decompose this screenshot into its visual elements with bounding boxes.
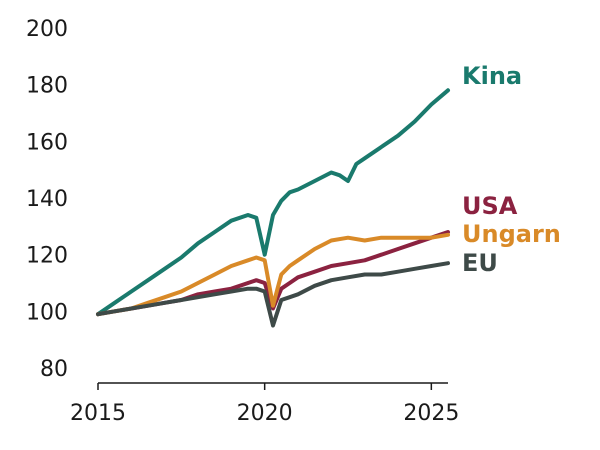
y-tick-label: 160 xyxy=(26,130,68,155)
y-tick-label: 80 xyxy=(40,357,68,382)
series-lines xyxy=(96,88,450,328)
x-axis-ticks: 2015 2020 2025 xyxy=(70,383,459,426)
y-tick-label: 140 xyxy=(26,187,68,212)
y-tick-label: 120 xyxy=(26,244,68,269)
series-label-usa: USA xyxy=(462,192,518,220)
series-line-eu xyxy=(96,261,450,328)
y-tick-label: 200 xyxy=(26,17,68,42)
series-label-eu: EU xyxy=(462,249,498,277)
series-line-kina xyxy=(96,88,450,317)
x-tick-label: 2025 xyxy=(403,401,459,426)
y-tick-label: 180 xyxy=(26,74,68,99)
series-line-ungarn xyxy=(96,232,450,317)
series-label-ungarn: Ungarn xyxy=(462,220,561,248)
x-tick-label: 2020 xyxy=(237,401,293,426)
y-tick-label: 100 xyxy=(26,300,68,325)
y-axis-ticks: 80 100 120 140 160 180 200 xyxy=(26,17,68,382)
x-tick-label: 2015 xyxy=(70,401,126,426)
series-label-kina: Kina xyxy=(462,62,522,90)
